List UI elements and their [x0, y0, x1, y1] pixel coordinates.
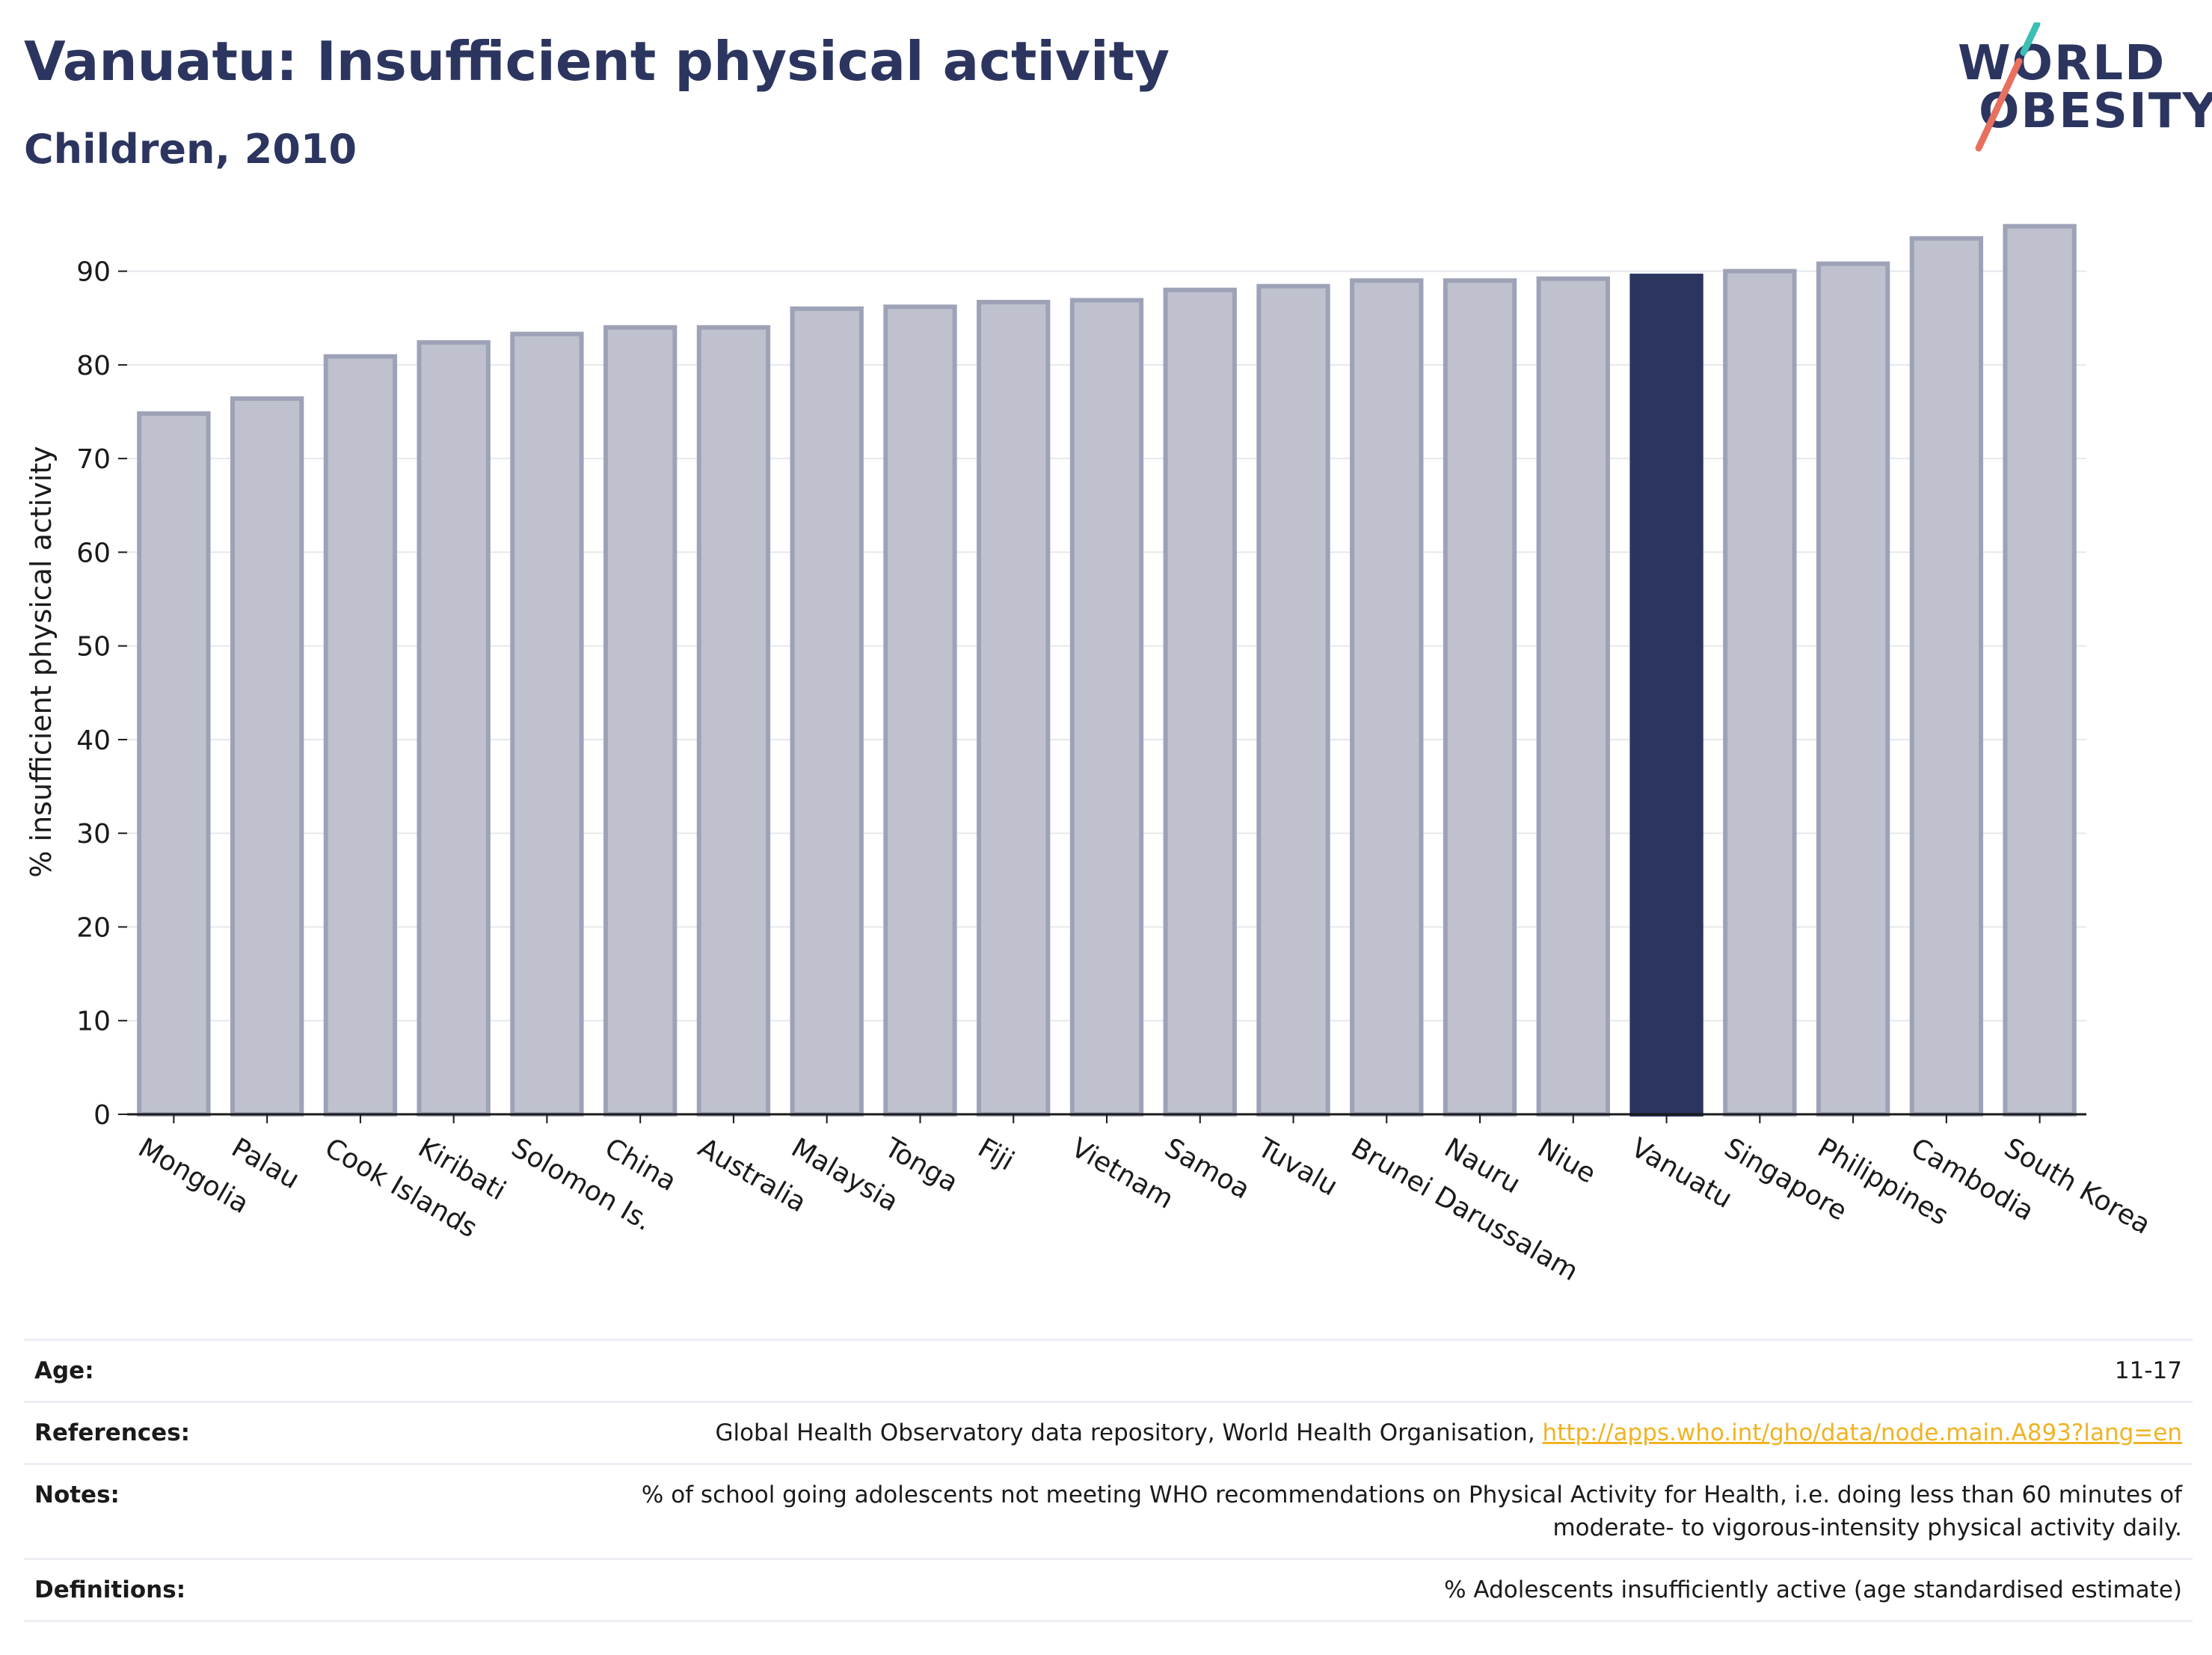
- bar-china: [603, 325, 678, 1117]
- y-tick-label: 60: [76, 538, 111, 568]
- bar-fiji: [977, 299, 1051, 1117]
- y-tick-label: 20: [76, 912, 111, 943]
- bar-cook-islands: [323, 354, 398, 1117]
- references-label: References:: [34, 1419, 191, 1446]
- logo-word-obesity: OBESITY: [1979, 84, 2212, 139]
- references-text: Global Health Observatory data repositor…: [715, 1419, 1543, 1446]
- bar-samoa: [1163, 287, 1237, 1117]
- notes-line-2: moderate- to vigorous-intensity physical…: [1552, 1514, 2182, 1541]
- x-tick-label: Vanuatu: [1626, 1132, 1737, 1215]
- x-tick-label: Fiji: [973, 1132, 1019, 1177]
- bar-solomon-is: [510, 331, 584, 1117]
- references-link[interactable]: http://apps.who.int/gho/data/node.main.A…: [1542, 1419, 2182, 1446]
- y-tick-label: 40: [76, 725, 111, 756]
- bar-malaysia: [790, 306, 864, 1117]
- y-tick-label: 0: [93, 1100, 111, 1131]
- bar-tuvalu: [1256, 283, 1330, 1117]
- notes-value: % of school going adolescents not meetin…: [642, 1479, 2182, 1544]
- notes-label: Notes:: [34, 1481, 120, 1508]
- y-tick-label: 50: [76, 632, 111, 663]
- meta-row-notes: Notes: % of school going adolescents not…: [24, 1465, 2193, 1560]
- definitions-label: Definitions:: [34, 1576, 186, 1603]
- x-tick-label: Tuvalu: [1252, 1132, 1342, 1203]
- bar-cambodia: [1909, 236, 1984, 1117]
- metadata-table: Age: 11-17 References: Global Health Obs…: [24, 1339, 2193, 1625]
- bar-vanuatu: [1629, 273, 1703, 1117]
- y-axis-label: % insufficient physical activity: [25, 446, 58, 877]
- chart-subtitle: Children, 2010: [24, 126, 357, 173]
- x-tick-label: Vietnam: [1066, 1132, 1179, 1215]
- meta-row-definitions: Definitions: % Adolescents insufficientl…: [24, 1560, 2193, 1622]
- logo-slash-icon: [1975, 22, 2041, 152]
- bar-australia: [696, 325, 771, 1117]
- bar-vietnam: [1069, 298, 1144, 1117]
- bars: [137, 224, 2077, 1117]
- world-obesity-logo: WORLD OBESITY: [1944, 22, 2212, 165]
- bar-brunei-darussalam: [1350, 278, 1424, 1117]
- x-tick-label: Niue: [1532, 1132, 1600, 1189]
- notes-line-1: % of school going adolescents not meetin…: [641, 1481, 2182, 1508]
- bar-palau: [230, 396, 304, 1117]
- bar-philippines: [1816, 261, 1890, 1117]
- y-tick-label: 80: [76, 351, 111, 381]
- definitions-value: % Adolescents insufficiently active (age…: [1444, 1576, 2182, 1603]
- bar-niue: [1536, 276, 1610, 1117]
- y-tick-label: 30: [76, 819, 111, 850]
- bar-mongolia: [137, 411, 211, 1117]
- age-value: 11-17: [2114, 1357, 2182, 1384]
- references-value: Global Health Observatory data repositor…: [715, 1416, 2182, 1449]
- bar-nauru: [1443, 278, 1517, 1117]
- age-label: Age:: [34, 1357, 94, 1384]
- y-tick-label: 90: [76, 257, 111, 288]
- bar-singapore: [1723, 268, 1797, 1117]
- bar-kiribati: [417, 340, 491, 1117]
- logo-word-world: WORLD: [1958, 36, 2166, 91]
- bar-south-korea: [2003, 224, 2077, 1117]
- y-tick-label: 70: [76, 444, 111, 475]
- bar-tonga: [883, 304, 957, 1117]
- chart-title: Vanuatu: Insufficient physical activity: [24, 30, 1170, 93]
- meta-row-age: Age: 11-17: [24, 1341, 2193, 1403]
- y-tick-label: 10: [76, 1007, 111, 1037]
- meta-row-references: References: Global Health Observatory da…: [24, 1403, 2193, 1465]
